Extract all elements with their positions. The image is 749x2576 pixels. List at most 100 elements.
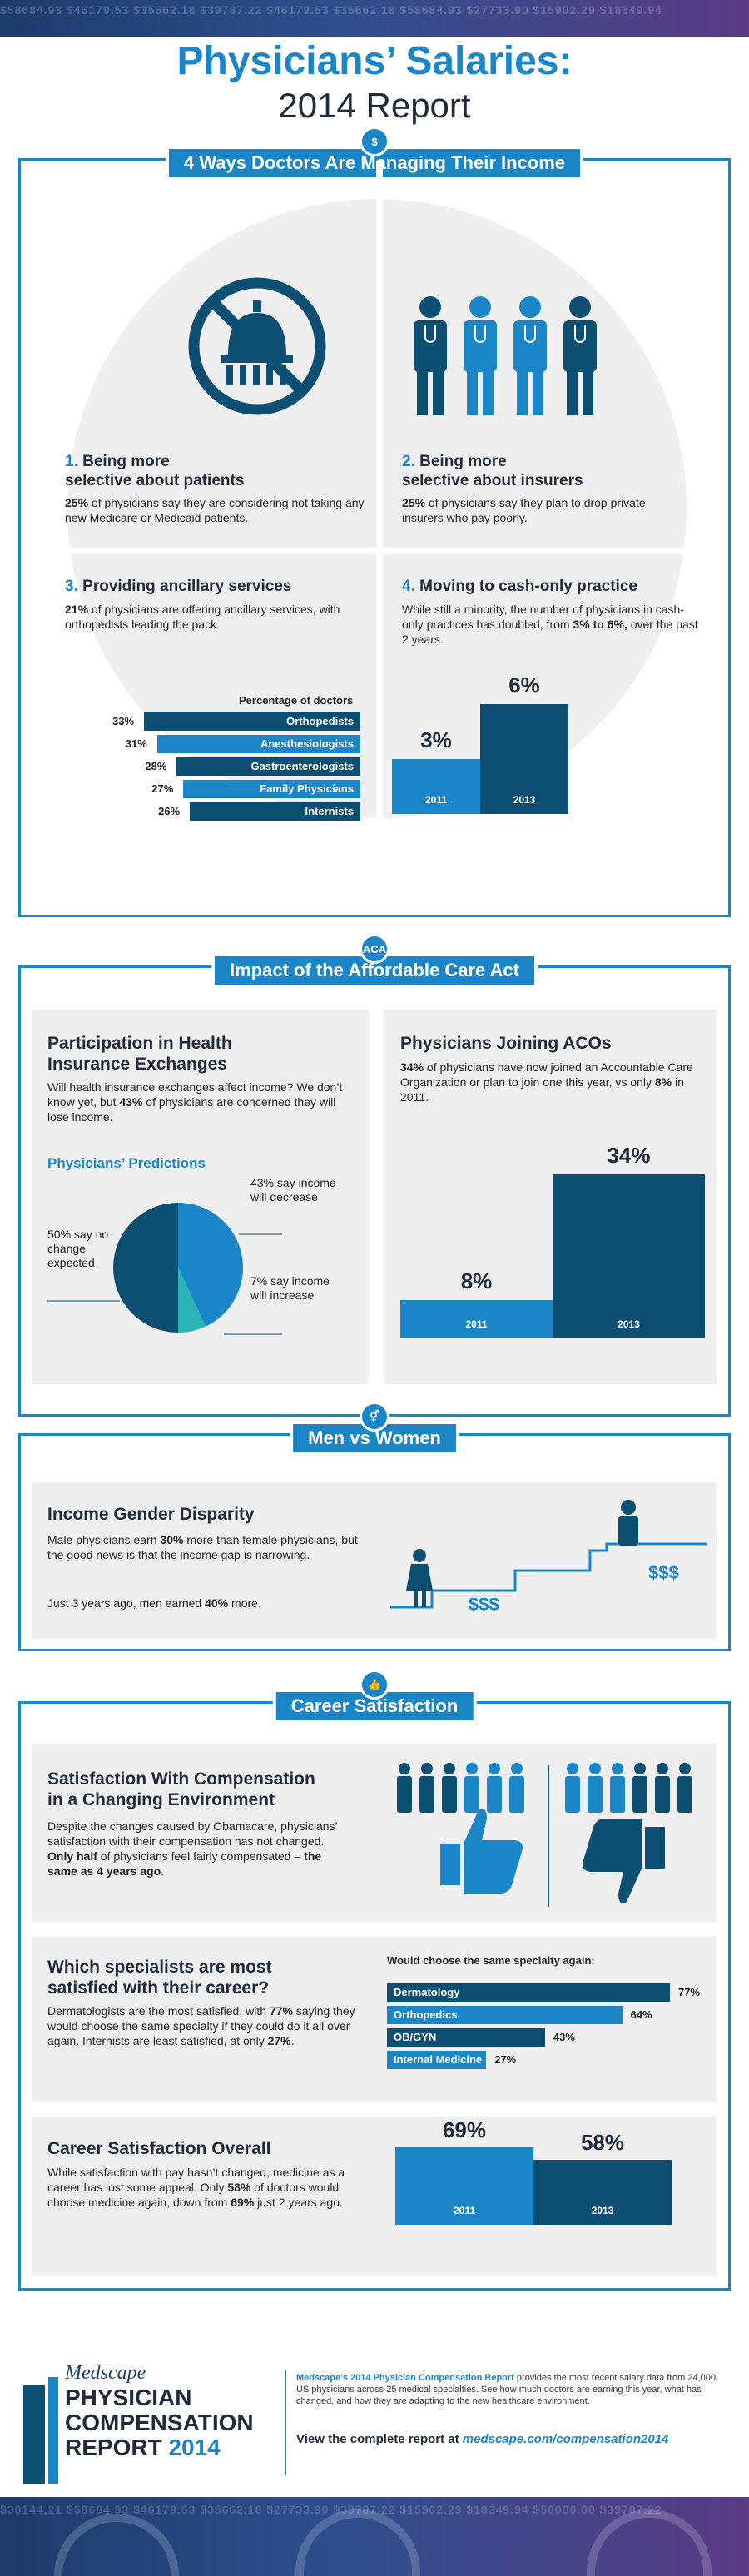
gender-text: Male physicians earn 30% more than femal… — [47, 1533, 358, 1561]
doctors-group-icon — [414, 296, 597, 415]
q1-text: 25% of physicians say they are consideri… — [65, 496, 365, 524]
q3-bar-label: Internists — [305, 805, 354, 817]
gender-panel: Income Gender Disparity Male physicians … — [32, 1482, 717, 1639]
person-icon-body — [610, 1776, 625, 1813]
q4-bar-value: 6% — [508, 673, 540, 697]
person-icon — [421, 1763, 433, 1774]
person-icon-body — [632, 1776, 647, 1813]
horizontal-divider — [21, 548, 728, 554]
aco-bar-value: 8% — [460, 1268, 493, 1293]
person-icon-body — [397, 1776, 412, 1813]
q3-bar-value: 27% — [151, 782, 174, 795]
overall-bar-year: 2011 — [453, 2205, 476, 2216]
pie-slice — [178, 1203, 243, 1327]
satisfaction-illustration — [397, 1763, 692, 1907]
person-icon — [634, 1763, 646, 1774]
person-icon — [679, 1763, 691, 1774]
q4-bar — [480, 704, 568, 814]
spec-bar-label: Orthopedics — [394, 2008, 458, 2021]
career-overall-text: While satisfaction with pay hasn’t chang… — [47, 2166, 345, 2209]
pie-slice — [113, 1203, 178, 1333]
no-capitol-icon — [188, 277, 326, 415]
q4-title: 4. Moving to cash-only practice — [402, 578, 637, 595]
exchanges-text: Will health insurance exchanges affect i… — [47, 1080, 343, 1124]
q4-bar — [392, 759, 480, 814]
person-icon — [511, 1763, 523, 1774]
bottom-band-numbers: $30144.21 $58684.93 $46179.53 $35662.18 … — [0, 2503, 662, 2516]
q3-bar: Gastroenterologists — [176, 757, 360, 776]
person-icon — [612, 1763, 623, 1774]
section-aca-impact: Impact of the Affordable Care Act Partic… — [18, 953, 731, 1417]
top-band-numbers: $58684.93 $46179.53 $35662.18 $39787.22 … — [0, 3, 662, 17]
person-icon-body — [677, 1776, 692, 1813]
q3-bar-value: 31% — [125, 737, 147, 750]
footer: Medscape PHYSICIAN COMPENSATION REPORT 20… — [0, 2357, 749, 2576]
career-overall-panel: Career Satisfaction Overall While satisf… — [32, 2117, 717, 2275]
thumbs-up-badge-icon: 👍 — [360, 1670, 389, 1700]
section-income-management: 4 Ways Doctors Are Managing Their Income — [18, 146, 731, 917]
person-icon-body — [442, 1776, 457, 1813]
q3-bar-label: Family Physicians — [260, 782, 354, 795]
person-icon-body — [509, 1776, 524, 1813]
exchanges-title: Participation in Health Insurance Exchang… — [47, 1034, 232, 1074]
q3-bar-value: 28% — [145, 760, 167, 772]
person-icon — [589, 1763, 601, 1774]
q3-bar-value: 26% — [158, 805, 181, 817]
pie-label: 7% say income will increase — [250, 1274, 330, 1302]
pie-label: 50% say no change expected — [47, 1228, 109, 1269]
gender-badge-icon: ⚥ — [360, 1402, 389, 1432]
exchanges-panel: Participation in Health Insurance Exchang… — [32, 1010, 369, 1384]
person-icon-body — [419, 1776, 434, 1813]
person-icon-body — [565, 1776, 580, 1813]
person-icon-body — [487, 1776, 502, 1813]
bottom-band-circles — [54, 2509, 712, 2576]
q3-bar-label: Anesthesiologists — [260, 737, 354, 750]
report-link[interactable]: medscape.com/compensation2014 — [462, 2432, 669, 2446]
overall-bar-value: 69% — [442, 2117, 487, 2142]
q4-text: While still a minority, the number of ph… — [402, 603, 698, 646]
female-dollars: $$$ — [469, 1594, 499, 1615]
spec-bar: Internal Medicine — [387, 2051, 487, 2069]
aco-title: Physicians Joining ACOs — [400, 1034, 612, 1053]
overall-bar — [395, 2147, 533, 2225]
footer-description: Medscape’s 2014 Physician Compensation R… — [296, 2373, 716, 2406]
spec-bar: Orthopedics — [387, 2006, 623, 2024]
overall-bar-year: 2013 — [591, 2205, 614, 2216]
satisfaction-title: Satisfaction With Compensation in a Chang… — [47, 1769, 315, 1809]
aco-bar-year: 2013 — [618, 1318, 640, 1330]
spec-bar: OB/GYN — [387, 2028, 545, 2047]
spec-bar-value: 77% — [678, 1986, 701, 1998]
specialists-title: Which specialists are most satisfied with… — [47, 1958, 272, 1998]
q3-text: 21% of physicians are offering ancillary… — [65, 603, 340, 631]
overall-bar-value: 58% — [580, 2129, 625, 2155]
section-men-vs-women: Men vs Women Income Gender Disparity Mal… — [18, 1421, 731, 1651]
satisfaction-text: Despite the changes caused by Obamacare,… — [47, 1819, 338, 1878]
spec-bar-label: Internal Medicine — [394, 2053, 483, 2066]
q3-bar: Family Physicians — [183, 780, 360, 798]
medscape-logo: Medscape — [65, 2362, 146, 2384]
title-line-2: 2014 Report — [278, 86, 471, 125]
spec-bar-value: 43% — [553, 2031, 575, 2043]
top-decorative-band: $58684.93 $46179.53 $35662.18 $39787.22 … — [0, 0, 749, 37]
aco-bar-value: 34% — [607, 1142, 651, 1168]
aca-badge-icon: ACA — [360, 934, 389, 964]
q4-bar-year: 2011 — [424, 794, 448, 806]
q3-bar-label: Gastroenterologists — [250, 760, 354, 772]
logo-bar-1 — [23, 2385, 45, 2484]
section-career-satisfaction: Career Satisfaction Satisfaction With Co… — [18, 1689, 731, 2291]
person-icon — [657, 1763, 668, 1774]
career-overall-title: Career Satisfaction Overall — [47, 2139, 271, 2158]
spec-bar-value: 64% — [630, 2008, 652, 2021]
dollar-badge-icon: $ — [360, 127, 389, 156]
page-title: Physicians’ Salaries: 2014 Report — [0, 38, 749, 127]
gender-stairs-illustration — [390, 1500, 707, 1609]
logo-bar-2 — [48, 2377, 58, 2484]
specialists-text: Dermatologists are the most satisfied, w… — [47, 2004, 355, 2047]
aco-bar-year: 2011 — [465, 1318, 488, 1330]
male-dollars: $$$ — [648, 1562, 679, 1583]
spec-bar: Dermatology — [387, 1983, 670, 2002]
person-icon — [466, 1763, 478, 1774]
person-icon — [489, 1763, 500, 1774]
satisfaction-compensation-panel: Satisfaction With Compensation in a Chang… — [32, 1744, 717, 1922]
specialists-panel: Which specialists are most satisfied with… — [32, 1937, 717, 2102]
